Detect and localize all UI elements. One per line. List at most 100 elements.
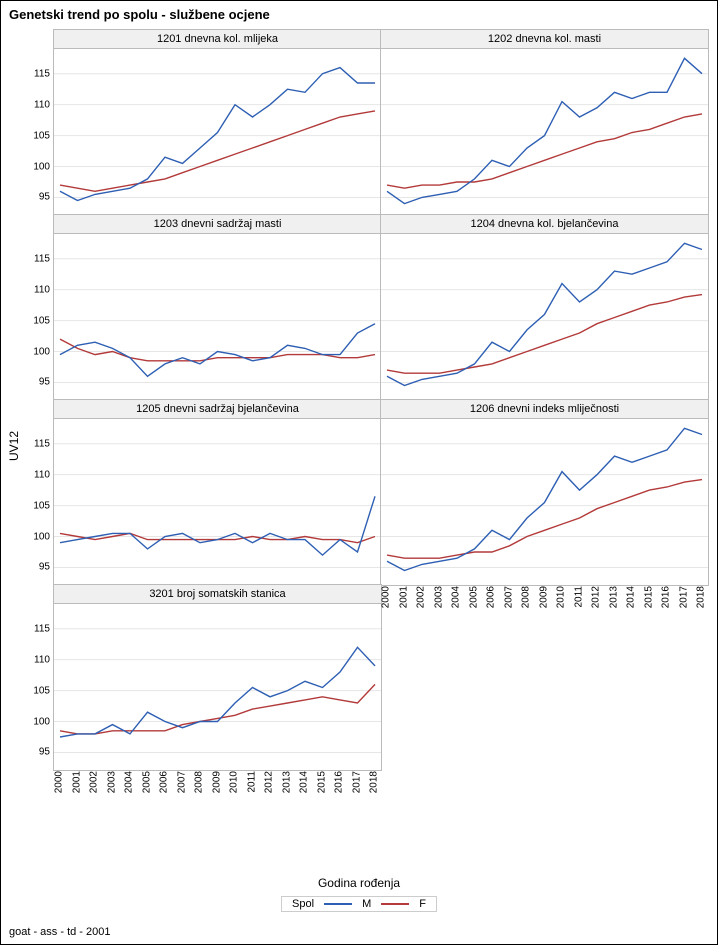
chart-panel: 1204 dnevna kol. bjelančevina [380,214,709,401]
x-tick-label: 2006 [159,771,170,793]
x-tick-label: 2012 [591,586,602,608]
series-f [387,295,702,374]
panel-body: 95100105110115 [54,604,381,771]
x-tick-label: 2017 [678,586,689,608]
x-tick-label: 2014 [626,586,637,608]
x-tick-label: 2012 [264,771,275,793]
chart-panel: 1201 dnevna kol. mlijeka95100105110115 [53,29,382,216]
panel-body: 95100105110115 [54,49,381,216]
x-tick-label: 2001 [398,586,409,608]
x-tick-label: 2013 [608,586,619,608]
series-m [387,58,702,203]
legend-swatch-f [381,903,409,905]
x-tick-label: 2015 [643,586,654,608]
panel-grid: 1201 dnevna kol. mlijeka9510010511011512… [53,29,707,849]
x-tick-label: 2003 [433,586,444,608]
series-f [60,339,375,361]
panel-title: 3201 broj somatskih stanica [54,585,381,604]
y-axis-label: UV12 [7,431,21,461]
x-tick-label: 2017 [351,771,362,793]
series-f [387,480,702,559]
y-tick-label: 95 [26,377,50,388]
y-tick-label: 110 [26,99,50,110]
series-f [60,111,375,191]
chart-panel: 3201 broj somatskih stanica9510010511011… [53,584,382,771]
legend-title: Spol [292,898,314,910]
x-tick-label: 2018 [369,771,380,793]
series-m [387,428,702,570]
chart-frame: Genetski trend po spolu - službene ocjen… [0,0,718,945]
y-tick-label: 110 [26,654,50,665]
x-tick-label: 2004 [451,586,462,608]
x-tick-label: 2009 [538,586,549,608]
series-m [60,324,375,377]
y-tick-label: 110 [26,469,50,480]
y-tick-label: 105 [26,130,50,141]
x-tick-label: 2002 [416,586,427,608]
y-tick-label: 100 [26,716,50,727]
x-tick-label: 2004 [124,771,135,793]
x-tick-label: 2010 [556,586,567,608]
y-tick-label: 95 [26,192,50,203]
panel-title: 1201 dnevna kol. mlijeka [54,30,381,49]
legend: Spol M F [281,896,437,912]
x-tick-label: 2011 [246,771,257,793]
x-tick-label: 2014 [299,771,310,793]
x-tick-label: 2005 [141,771,152,793]
y-tick-label: 105 [26,315,50,326]
panel-title: 1204 dnevna kol. bjelančevina [381,215,708,234]
y-tick-label: 110 [26,284,50,295]
legend-swatch-m [324,903,352,905]
series-f [387,114,702,188]
panel-title: 1205 dnevni sadržaj bjelančevina [54,400,381,419]
panel-body: 95100105110115 [54,419,381,586]
panel-body: 95100105110115 [54,234,381,401]
series-m [60,647,375,737]
chart-title: Genetski trend po spolu - službene ocjen… [9,7,270,22]
series-m [387,243,702,385]
x-tick-label: 2015 [316,771,327,793]
series-f [60,684,375,734]
x-tick-label: 2008 [194,771,205,793]
x-tick-label: 2013 [281,771,292,793]
x-tick-label: 2001 [71,771,82,793]
panel-body [381,419,708,586]
x-tick-label: 2005 [468,586,479,608]
y-tick-label: 105 [26,685,50,696]
chart-panel: 1203 dnevni sadržaj masti95100105110115 [53,214,382,401]
y-tick-label: 95 [26,562,50,573]
y-tick-label: 115 [26,253,50,264]
x-tick-label: 2000 [381,586,392,608]
x-tick-label: 2016 [334,771,345,793]
footer-text: goat - ass - td - 2001 [9,926,111,938]
y-tick-label: 115 [26,438,50,449]
y-tick-label: 105 [26,500,50,511]
x-tick-label: 2007 [176,771,187,793]
series-m [60,68,375,201]
y-tick-label: 115 [26,68,50,79]
y-tick-label: 100 [26,161,50,172]
x-tick-label: 2003 [106,771,117,793]
chart-panel: 1205 dnevni sadržaj bjelančevina95100105… [53,399,382,586]
x-tick-label: 2018 [696,586,707,608]
x-tick-label: 2016 [661,586,672,608]
x-tick-label: 2007 [503,586,514,608]
chart-panel: 1206 dnevni indeks mliječnosti [380,399,709,586]
x-tick-label: 2002 [89,771,100,793]
x-tick-label: 2008 [521,586,532,608]
legend-label-m: M [362,898,371,910]
x-tick-label: 2006 [486,586,497,608]
y-tick-label: 100 [26,531,50,542]
y-tick-label: 100 [26,346,50,357]
x-axis-label: Godina rođenja [318,876,400,890]
panel-title: 1203 dnevni sadržaj masti [54,215,381,234]
panel-title: 1202 dnevna kol. masti [381,30,708,49]
panel-body [381,49,708,216]
legend-label-f: F [419,898,426,910]
panel-body [381,234,708,401]
x-tick-label: 2011 [573,586,584,608]
y-tick-label: 115 [26,623,50,634]
x-tick-label: 2000 [54,771,65,793]
x-tick-label: 2009 [211,771,222,793]
chart-panel: 1202 dnevna kol. masti [380,29,709,216]
